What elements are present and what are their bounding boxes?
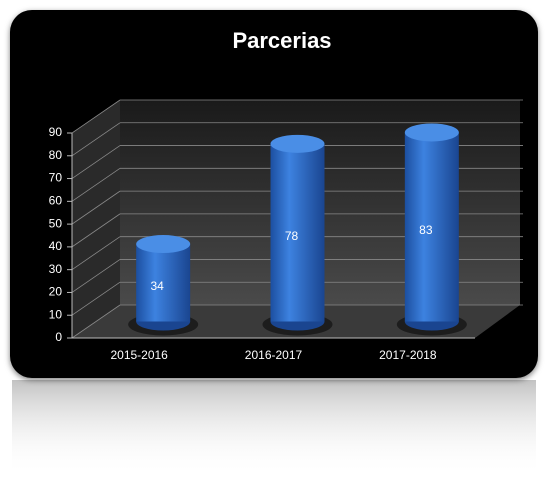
grid-line xyxy=(71,213,121,248)
grid-line xyxy=(71,145,121,179)
y-tick-label: 50 xyxy=(49,216,63,230)
x-tick-label: 2015-2016 xyxy=(110,348,168,362)
grid-line xyxy=(71,304,121,339)
bar-top xyxy=(404,123,459,142)
grid-line xyxy=(71,99,121,134)
grid-line xyxy=(71,236,121,270)
grid-line xyxy=(71,281,121,316)
x-tick-label: 2017-2018 xyxy=(379,348,437,362)
bar xyxy=(270,143,325,322)
grid-line xyxy=(71,122,121,157)
bar xyxy=(136,244,191,322)
reflection xyxy=(12,380,536,475)
bar xyxy=(404,132,459,322)
grid-line xyxy=(71,190,121,225)
value-label: 83 xyxy=(419,223,433,237)
grid-line xyxy=(71,259,121,293)
value-label: 78 xyxy=(285,229,299,243)
chart-title: Parcerias xyxy=(232,28,331,53)
value-label: 34 xyxy=(150,279,164,293)
x-tick-label: 2016-2017 xyxy=(245,348,303,362)
y-tick-label: 10 xyxy=(49,307,63,321)
bar-top xyxy=(270,134,325,153)
grid-line xyxy=(71,168,121,202)
y-tick-label: 40 xyxy=(49,239,63,253)
y-tick-label: 20 xyxy=(49,285,63,299)
y-tick-label: 70 xyxy=(49,171,63,185)
y-tick-label: 90 xyxy=(49,125,63,139)
y-tick-label: 60 xyxy=(49,194,63,208)
y-tick-label: 30 xyxy=(49,262,63,276)
y-tick-label: 80 xyxy=(49,148,63,162)
bar-top xyxy=(136,235,191,254)
side-wall xyxy=(72,100,120,338)
y-tick-label: 0 xyxy=(55,330,62,344)
